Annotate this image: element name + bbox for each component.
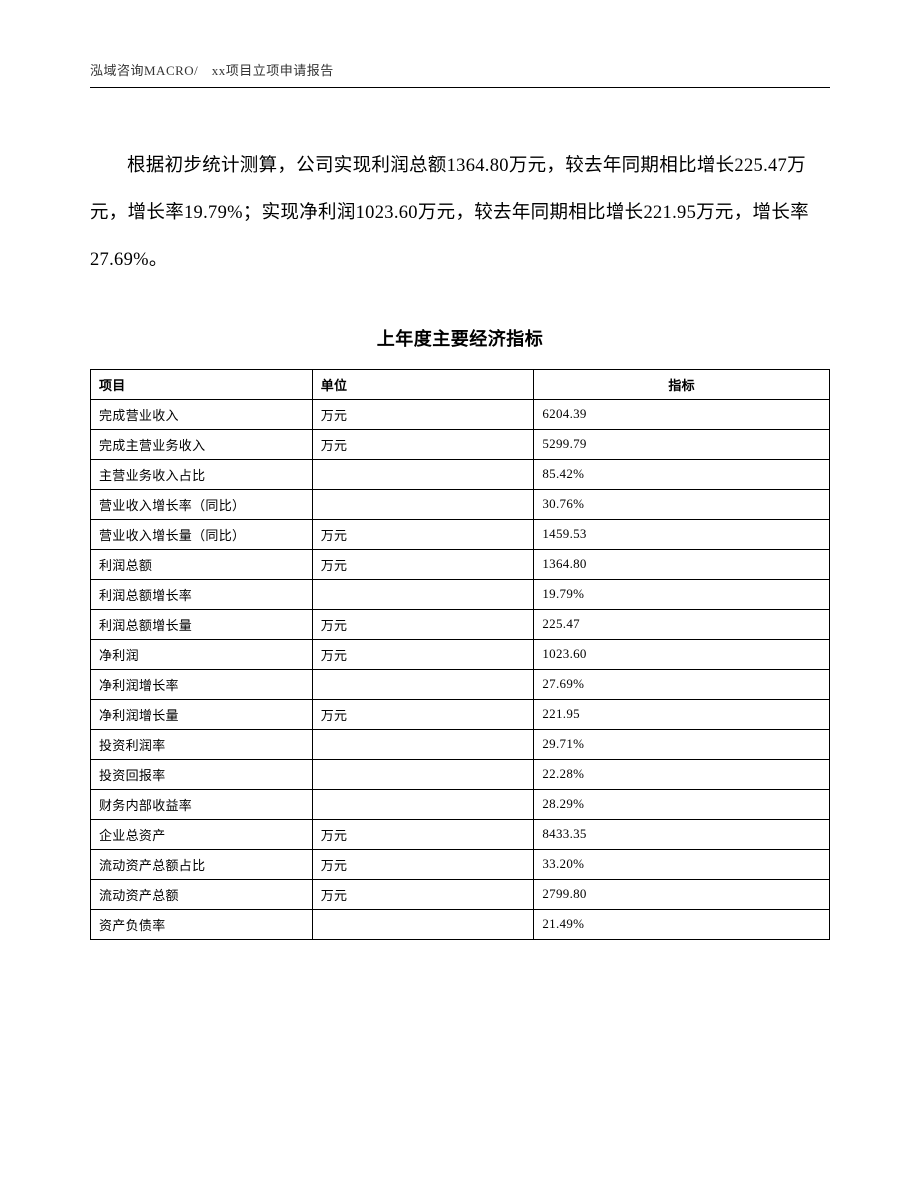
cell-value: 85.42% [534,459,830,489]
table-body: 完成营业收入 万元 6204.39 完成主营业务收入 万元 5299.79 主营… [91,399,830,939]
cell-value: 225.47 [534,609,830,639]
table-header-row: 项目 单位 指标 [91,369,830,399]
cell-item: 利润总额增长率 [91,579,313,609]
cell-value: 19.79% [534,579,830,609]
cell-unit: 万元 [312,849,534,879]
cell-item: 完成主营业务收入 [91,429,313,459]
cell-unit: 万元 [312,639,534,669]
header-divider [90,87,830,88]
table-row: 营业收入增长量（同比） 万元 1459.53 [91,519,830,549]
table-row: 净利润增长率 27.69% [91,669,830,699]
cell-item: 净利润增长量 [91,699,313,729]
cell-value: 1364.80 [534,549,830,579]
table-row: 主营业务收入占比 85.42% [91,459,830,489]
cell-item: 流动资产总额占比 [91,849,313,879]
cell-item: 投资回报率 [91,759,313,789]
cell-value: 5299.79 [534,429,830,459]
cell-value: 8433.35 [534,819,830,849]
table-row: 净利润增长量 万元 221.95 [91,699,830,729]
cell-item: 完成营业收入 [91,399,313,429]
cell-item: 营业收入增长量（同比） [91,519,313,549]
cell-item: 资产负债率 [91,909,313,939]
cell-item: 投资利润率 [91,729,313,759]
cell-unit [312,579,534,609]
table-header-unit: 单位 [312,369,534,399]
table-row: 投资利润率 29.71% [91,729,830,759]
cell-value: 28.29% [534,789,830,819]
cell-item: 主营业务收入占比 [91,459,313,489]
cell-value: 33.20% [534,849,830,879]
cell-unit [312,789,534,819]
cell-item: 利润总额增长量 [91,609,313,639]
table-row: 完成营业收入 万元 6204.39 [91,399,830,429]
cell-unit: 万元 [312,819,534,849]
cell-item: 利润总额 [91,549,313,579]
table-row: 净利润 万元 1023.60 [91,639,830,669]
table-row: 投资回报率 22.28% [91,759,830,789]
table-row: 流动资产总额占比 万元 33.20% [91,849,830,879]
cell-item: 财务内部收益率 [91,789,313,819]
table-row: 利润总额 万元 1364.80 [91,549,830,579]
cell-unit [312,489,534,519]
cell-unit [312,759,534,789]
cell-value: 29.71% [534,729,830,759]
cell-item: 企业总资产 [91,819,313,849]
table-row: 财务内部收益率 28.29% [91,789,830,819]
table-row: 流动资产总额 万元 2799.80 [91,879,830,909]
table-row: 完成主营业务收入 万元 5299.79 [91,429,830,459]
page-header: 泓域咨询MACRO/ xx项目立项申请报告 [90,60,830,79]
cell-value: 1023.60 [534,639,830,669]
cell-value: 30.76% [534,489,830,519]
cell-unit: 万元 [312,519,534,549]
cell-unit: 万元 [312,609,534,639]
cell-value: 1459.53 [534,519,830,549]
table-header-item: 项目 [91,369,313,399]
cell-unit: 万元 [312,699,534,729]
cell-unit: 万元 [312,399,534,429]
cell-unit: 万元 [312,549,534,579]
cell-unit [312,729,534,759]
cell-item: 净利润 [91,639,313,669]
cell-value: 2799.80 [534,879,830,909]
cell-value: 6204.39 [534,399,830,429]
cell-value: 221.95 [534,699,830,729]
economic-indicators-table: 项目 单位 指标 完成营业收入 万元 6204.39 完成主营业务收入 万元 5… [90,369,830,940]
table-row: 营业收入增长率（同比） 30.76% [91,489,830,519]
cell-unit [312,909,534,939]
cell-unit: 万元 [312,429,534,459]
cell-unit: 万元 [312,879,534,909]
cell-item: 净利润增长率 [91,669,313,699]
cell-value: 27.69% [534,669,830,699]
cell-unit [312,459,534,489]
cell-item: 营业收入增长率（同比） [91,489,313,519]
table-row: 利润总额增长量 万元 225.47 [91,609,830,639]
cell-unit [312,669,534,699]
table-row: 利润总额增长率 19.79% [91,579,830,609]
cell-value: 22.28% [534,759,830,789]
table-header-value: 指标 [534,369,830,399]
cell-value: 21.49% [534,909,830,939]
table-row: 企业总资产 万元 8433.35 [91,819,830,849]
cell-item: 流动资产总额 [91,879,313,909]
table-title: 上年度主要经济指标 [90,325,830,351]
body-paragraph: 根据初步统计测算，公司实现利润总额1364.80万元，较去年同期相比增长225.… [90,143,830,285]
table-row: 资产负债率 21.49% [91,909,830,939]
